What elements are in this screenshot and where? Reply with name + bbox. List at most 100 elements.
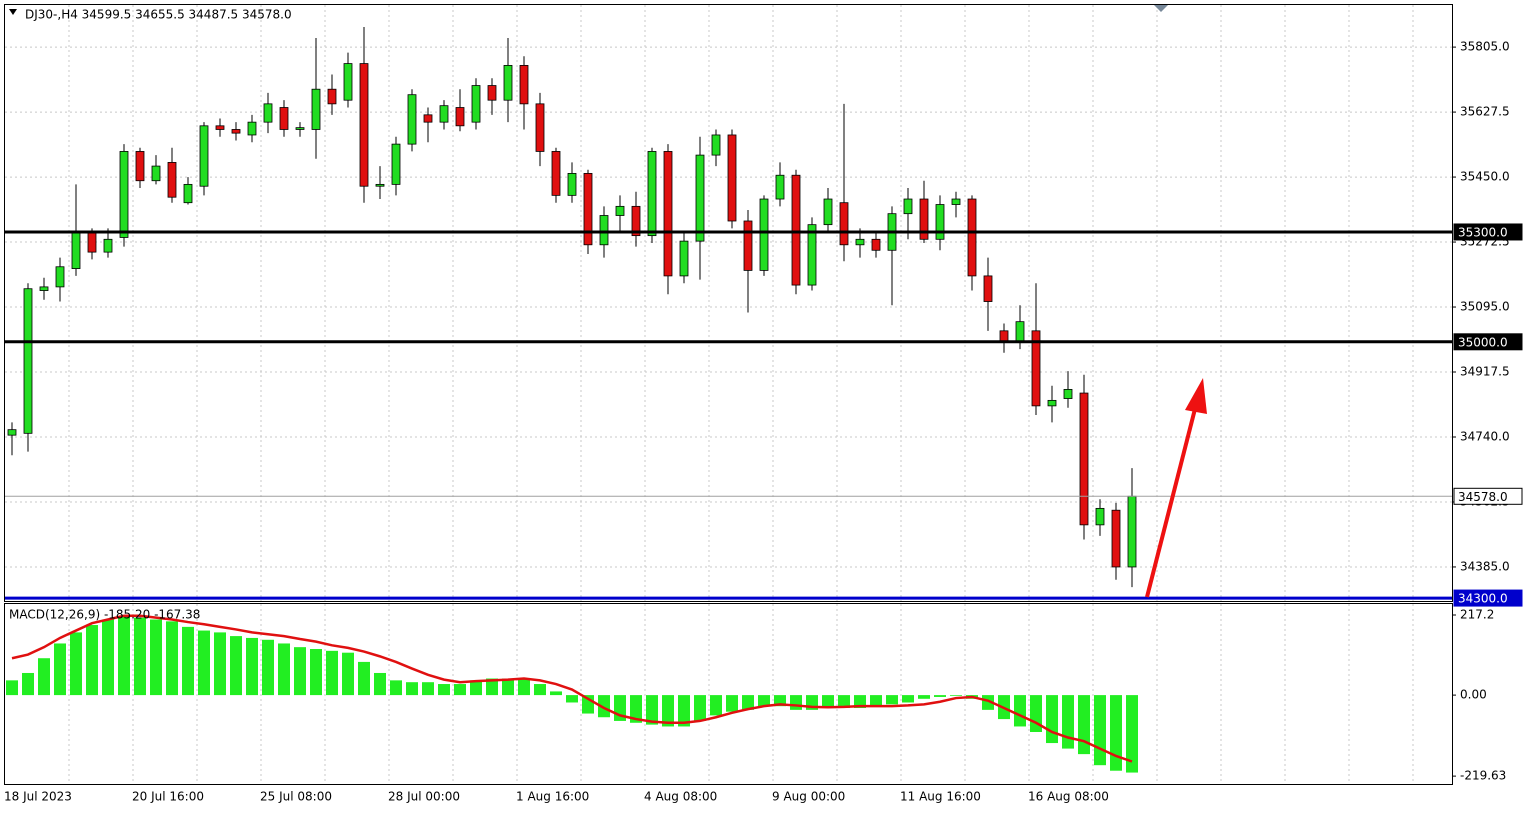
macd-bar [246, 637, 258, 696]
candle-body [1015, 321, 1025, 343]
macd-bar [150, 619, 162, 696]
macd-bar [1030, 695, 1042, 732]
macd-bar [86, 625, 98, 696]
macd-bar [694, 695, 706, 721]
candle-body [503, 65, 513, 101]
macd-bar [198, 630, 210, 696]
y-tick-label: 217.2 [1460, 607, 1494, 621]
candle-body [135, 151, 145, 182]
macd-bar [182, 626, 194, 696]
macd-pane-frame [4, 603, 1453, 785]
candle-body [279, 107, 289, 130]
candle-body [1127, 495, 1137, 568]
candle-body [711, 134, 721, 156]
y-tick-label: 35095.0 [1460, 300, 1510, 314]
macd-bar [630, 695, 642, 723]
candle-body [567, 173, 577, 196]
macd-bar [54, 643, 66, 696]
macd-bar [790, 695, 802, 710]
macd-bar [646, 695, 658, 725]
candle-body [231, 129, 241, 134]
level-label-box [1453, 589, 1523, 607]
candle-body [55, 266, 65, 288]
candle-body [535, 103, 545, 152]
candle-body [23, 288, 33, 434]
macd-bar [422, 682, 434, 696]
marks-layer [6, 26, 1138, 773]
candle-body [583, 173, 593, 246]
macd-bar [342, 652, 354, 696]
candle-body [903, 198, 913, 215]
x-tick-label: 16 Aug 08:00 [1028, 790, 1109, 804]
candle-body [151, 165, 161, 182]
candle-body [839, 202, 849, 246]
candle-body [1047, 399, 1057, 407]
y-tick-label: 35805.0 [1460, 40, 1510, 54]
x-tick-label: 18 Jul 2023 [4, 790, 72, 804]
candle-body [647, 151, 657, 237]
x-tick-label: 9 Aug 00:00 [772, 790, 845, 804]
arrow-head [1185, 378, 1207, 414]
x-tick-label: 4 Aug 08:00 [644, 790, 717, 804]
x-tick-label: 11 Aug 16:00 [900, 790, 981, 804]
macd-bar [950, 695, 962, 696]
menu-icon [9, 9, 17, 15]
candle-body [599, 215, 609, 246]
candle-body [295, 127, 305, 130]
candle-body [823, 198, 833, 226]
candle-body [39, 286, 49, 291]
candle-body [951, 198, 961, 205]
candle-body [455, 107, 465, 127]
macd-bar [598, 695, 610, 718]
macd-bar [374, 672, 386, 696]
macd-bar [102, 619, 114, 696]
macd-bar [326, 650, 338, 696]
candle-body [631, 205, 641, 237]
macd-bar [854, 695, 866, 709]
candle-body [1111, 509, 1121, 568]
grid-layer: 35805.035627.535450.035272.535095.034917… [4, 5, 1510, 804]
candle-body [807, 224, 817, 286]
candle-body [1031, 330, 1041, 407]
candle-body [1079, 392, 1089, 526]
macd-bar [454, 684, 466, 696]
macd-bar [518, 678, 530, 696]
candle-body [359, 63, 369, 187]
y-tick-label: -219.63 [1460, 769, 1506, 783]
macd-bar [726, 695, 738, 712]
overlay-layer: 35300.0 35000.0 34300.0 34578.0 [5, 223, 1523, 607]
candle-body [215, 125, 225, 130]
macd-bar [262, 639, 274, 696]
annotation-arrow [1145, 378, 1207, 598]
macd-bar [486, 678, 498, 696]
candle-body [919, 198, 929, 240]
y-tick-label: 34385.0 [1460, 559, 1510, 573]
x-tick-label: 1 Aug 16:00 [516, 790, 589, 804]
macd-bar [118, 615, 130, 696]
candle-body [551, 151, 561, 196]
candle-body [983, 275, 993, 302]
y-tick-label: 34740.0 [1460, 429, 1510, 443]
macd-bar [1078, 695, 1090, 755]
candle-body [327, 88, 337, 105]
candle-body [663, 151, 673, 277]
macd-bar [214, 632, 226, 696]
macd-bar [742, 695, 754, 710]
level-label: 34300.0 [1458, 592, 1508, 606]
macd-bar [838, 695, 850, 709]
candle-body [407, 94, 417, 145]
x-tick-label: 28 Jul 00:00 [388, 790, 460, 804]
macd-bar [774, 695, 786, 707]
level-label-box [1453, 487, 1523, 505]
macd-bar [822, 695, 834, 709]
candle-body [375, 183, 385, 187]
candle-body [727, 134, 737, 222]
macd-bar [1046, 695, 1058, 744]
candle-body [1095, 507, 1105, 526]
price-pane-frame [4, 4, 1453, 602]
candle-body [999, 330, 1009, 343]
macd-bar [870, 695, 882, 707]
candle-body [791, 174, 801, 286]
